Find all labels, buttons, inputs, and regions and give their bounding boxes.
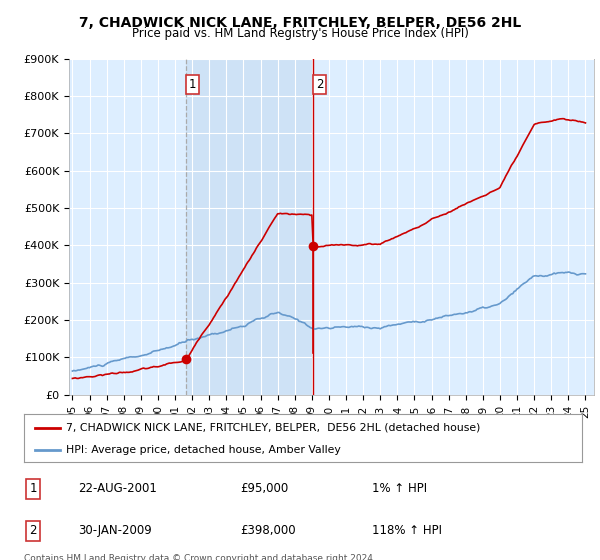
Text: Price paid vs. HM Land Registry's House Price Index (HPI): Price paid vs. HM Land Registry's House … [131, 27, 469, 40]
Text: 22-AUG-2001: 22-AUG-2001 [78, 482, 157, 495]
Text: Contains HM Land Registry data © Crown copyright and database right 2024.
This d: Contains HM Land Registry data © Crown c… [24, 554, 376, 560]
Text: £95,000: £95,000 [240, 482, 288, 495]
Text: 1: 1 [188, 78, 196, 91]
Text: 118% ↑ HPI: 118% ↑ HPI [372, 524, 442, 537]
Text: HPI: Average price, detached house, Amber Valley: HPI: Average price, detached house, Ambe… [66, 445, 341, 455]
Text: 1% ↑ HPI: 1% ↑ HPI [372, 482, 427, 495]
Text: £398,000: £398,000 [240, 524, 296, 537]
Text: 7, CHADWICK NICK LANE, FRITCHLEY, BELPER, DE56 2HL: 7, CHADWICK NICK LANE, FRITCHLEY, BELPER… [79, 16, 521, 30]
Text: 1: 1 [29, 482, 37, 495]
Text: 2: 2 [29, 524, 37, 537]
Text: 7, CHADWICK NICK LANE, FRITCHLEY, BELPER,  DE56 2HL (detached house): 7, CHADWICK NICK LANE, FRITCHLEY, BELPER… [66, 423, 480, 433]
Text: 2: 2 [316, 78, 323, 91]
Bar [186, 59, 313, 395]
Text: 30-JAN-2009: 30-JAN-2009 [78, 524, 152, 537]
